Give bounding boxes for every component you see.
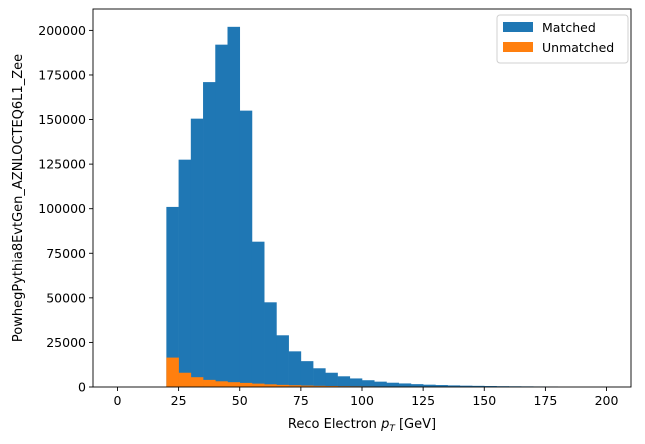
x-tick-label: 175 <box>533 393 557 408</box>
x-tick-label: 125 <box>411 393 435 408</box>
matched-bars <box>166 26 558 388</box>
unmatched-bar <box>203 379 216 387</box>
matched-bar <box>435 385 448 387</box>
matched-bar <box>349 378 363 387</box>
unmatched-bar <box>239 382 253 387</box>
legend-swatch-matched <box>503 22 533 32</box>
unmatched-bar <box>325 386 338 387</box>
x-tick-label: 25 <box>171 393 187 408</box>
matched-bar <box>410 384 424 387</box>
x-tick-label: 200 <box>595 393 619 408</box>
unmatched-bar <box>288 385 302 387</box>
matched-bar <box>300 361 314 387</box>
unmatched-bar <box>190 377 204 387</box>
legend: Matched Unmatched <box>496 14 629 64</box>
matched-bar <box>313 368 326 387</box>
matched-bar <box>459 385 473 387</box>
matched-bar <box>362 380 375 387</box>
y-tick-label: 0 <box>78 380 86 395</box>
y-tick-label: 125000 <box>38 157 86 172</box>
unmatched-bar <box>300 385 314 387</box>
y-axis: 0 25000 50000 75000 100000 125000 150000 175000… <box>38 23 93 395</box>
matched-bar <box>239 110 253 387</box>
matched-bar <box>337 376 351 387</box>
x-tick-label: 75 <box>293 393 309 408</box>
matched-bar <box>288 351 302 387</box>
unmatched-bar <box>264 384 277 387</box>
y-tick-label: 175000 <box>38 67 86 82</box>
matched-bar <box>325 372 338 387</box>
matched-bar <box>178 159 192 387</box>
unmatched-bar <box>313 385 326 387</box>
x-tick-label: 100 <box>350 393 374 408</box>
matched-bar <box>227 26 241 387</box>
matched-bar <box>484 386 497 387</box>
matched-bar <box>276 335 289 387</box>
y-tick-label: 150000 <box>38 112 86 127</box>
x-tick-label: 150 <box>472 393 496 408</box>
matched-bar <box>423 384 436 387</box>
y-tick-label: 50000 <box>46 290 86 305</box>
matched-bar <box>472 385 485 387</box>
x-tick-label: 50 <box>232 393 248 408</box>
matched-bar <box>166 206 179 387</box>
legend-label-unmatched: Unmatched <box>542 40 614 55</box>
matched-bar <box>203 82 216 388</box>
y-axis-label: PowhegPythia8EvtGen_AZNLOCTEQ6L1_Zee <box>11 54 26 342</box>
matched-bar <box>386 382 399 387</box>
unmatched-bar <box>276 384 289 387</box>
y-tick-label: 100000 <box>38 201 86 216</box>
y-tick-label: 200000 <box>38 23 86 38</box>
matched-bar <box>215 44 228 388</box>
unmatched-bar <box>215 381 228 387</box>
unmatched-bar <box>227 382 241 387</box>
matched-bar <box>264 302 277 387</box>
x-axis: 0 25 50 75 100 125 150 175 200 <box>113 387 619 408</box>
matched-bar <box>398 383 412 387</box>
unmatched-bar <box>166 357 179 387</box>
matched-bar <box>374 381 387 387</box>
legend-label-matched: Matched <box>542 20 596 35</box>
matched-bar <box>447 385 461 387</box>
y-tick-label: 25000 <box>46 335 86 350</box>
y-tick-label: 75000 <box>46 246 86 261</box>
legend-swatch-unmatched <box>503 42 533 52</box>
matched-bar <box>190 118 204 387</box>
x-tick-label: 0 <box>113 393 121 408</box>
unmatched-bar <box>178 372 192 387</box>
matched-bar <box>251 241 265 387</box>
x-axis-label: Reco Electron pT [GeV] <box>288 417 436 434</box>
unmatched-bar <box>251 383 265 387</box>
